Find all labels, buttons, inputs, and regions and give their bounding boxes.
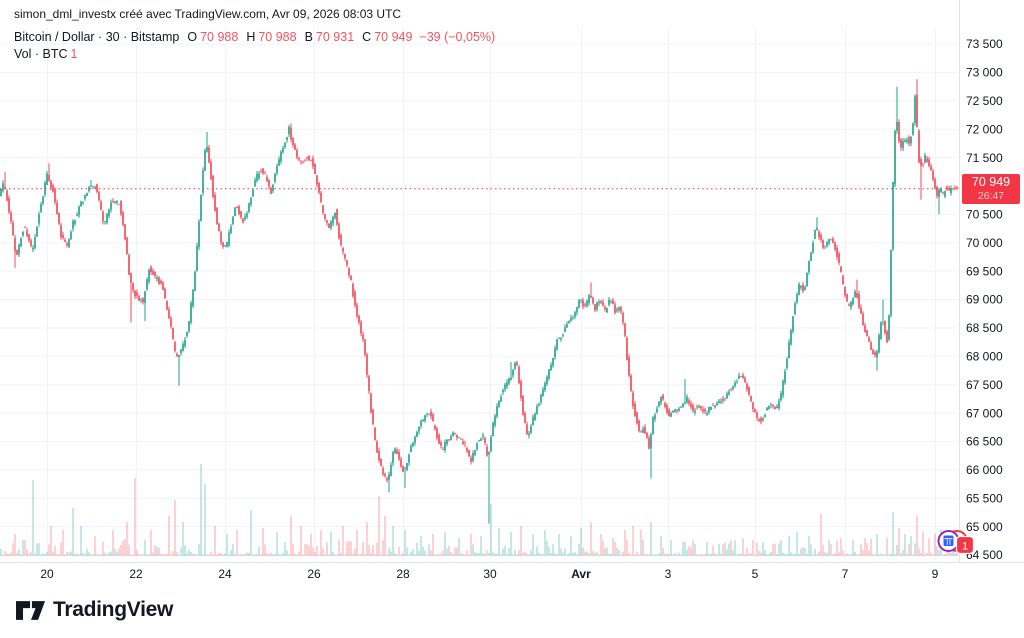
last-price-value: 70 949 <box>971 175 1011 189</box>
low-value: 70 931 <box>315 30 355 44</box>
price-axis-label: 72 000 <box>966 122 1003 136</box>
candle-bodies-up <box>0 96 954 480</box>
price-axis-label: 64 500 <box>966 548 1003 562</box>
time-axis-label: 20 <box>40 567 54 581</box>
tradingview-logo-text: TradingView <box>53 598 174 621</box>
price-axis-label: 72 500 <box>966 94 1003 108</box>
calendar-icon <box>943 535 954 546</box>
legend-ohlc-row: Bitcoin / Dollar · 30 · Bitstamp O 70 988 H… <box>14 29 495 46</box>
close-label: C <box>362 30 372 44</box>
time-axis-label: 22 <box>129 567 143 581</box>
grid <box>0 28 958 563</box>
legend: Bitcoin / Dollar · 30 · Bitstamp O 70 988 H… <box>14 29 495 63</box>
price-axis-label: 66 500 <box>966 435 1003 449</box>
last-price-badge: 70 949 26:47 <box>962 174 1020 204</box>
time-axis-label: 3 <box>665 567 672 581</box>
bar-countdown: 26:47 <box>977 190 1005 202</box>
price-axis-label: 71 500 <box>966 151 1003 165</box>
volume-value: 1 <box>70 47 78 61</box>
low-label: B <box>304 30 313 44</box>
time-axis-label: 5 <box>752 567 759 581</box>
price-axis-label: 73 500 <box>966 37 1003 51</box>
symbol-title: Bitcoin / Dollar · 30 · Bitstamp <box>14 30 180 44</box>
time-axis-label: 28 <box>396 567 410 581</box>
price-axis-label: 67 000 <box>966 406 1003 420</box>
tradingview-logo-icon <box>16 600 46 620</box>
close-value: 70 949 <box>374 30 413 44</box>
price-axis-label: 65 000 <box>966 520 1003 534</box>
time-axis[interactable]: 20 22 24 26 28 30 Avr 3 5 7 9 <box>40 567 938 581</box>
price-axis-label: 70 500 <box>966 208 1003 222</box>
time-axis-label: 24 <box>218 567 232 581</box>
legend-volume-row: Vol · BTC 1 <box>14 46 495 63</box>
tradingview-logo[interactable]: TradingView <box>16 598 173 622</box>
price-axis-label: 68 500 <box>966 321 1003 335</box>
open-label: O <box>187 30 198 44</box>
price-axis-label: 69 500 <box>966 264 1003 278</box>
open-value: 70 988 <box>200 30 239 44</box>
event-bubble[interactable]: 1 <box>936 525 980 566</box>
price-axis-label: 73 000 <box>966 66 1003 80</box>
volume-label: Vol · BTC <box>14 47 68 61</box>
price-axis-label: 70 000 <box>966 236 1003 250</box>
candle-wicks-down <box>4 79 958 483</box>
volume-bars-up <box>0 464 954 556</box>
time-axis-label: 7 <box>842 567 849 581</box>
time-axis-label: 9 <box>932 567 939 581</box>
time-axis-label: 26 <box>307 567 321 581</box>
price-axis-label: 66 000 <box>966 463 1003 477</box>
price-axis-label: 68 000 <box>966 350 1003 364</box>
time-axis-label: 30 <box>483 567 497 581</box>
high-label: H <box>246 30 256 44</box>
price-axis-label: 65 500 <box>966 491 1003 505</box>
attribution-text: simon_dml_investx créé avec TradingView.… <box>14 7 402 21</box>
time-axis-label: Avr <box>571 567 591 581</box>
event-count-badge: 1 <box>955 535 975 555</box>
svg-text:1: 1 <box>962 541 968 553</box>
high-value: 70 988 <box>258 30 297 44</box>
price-axis-label: 67 500 <box>966 378 1003 392</box>
candle-wicks-up <box>0 86 954 524</box>
change-value: −39 (−0,05%) <box>419 30 496 44</box>
price-axis-label: 69 000 <box>966 293 1003 307</box>
